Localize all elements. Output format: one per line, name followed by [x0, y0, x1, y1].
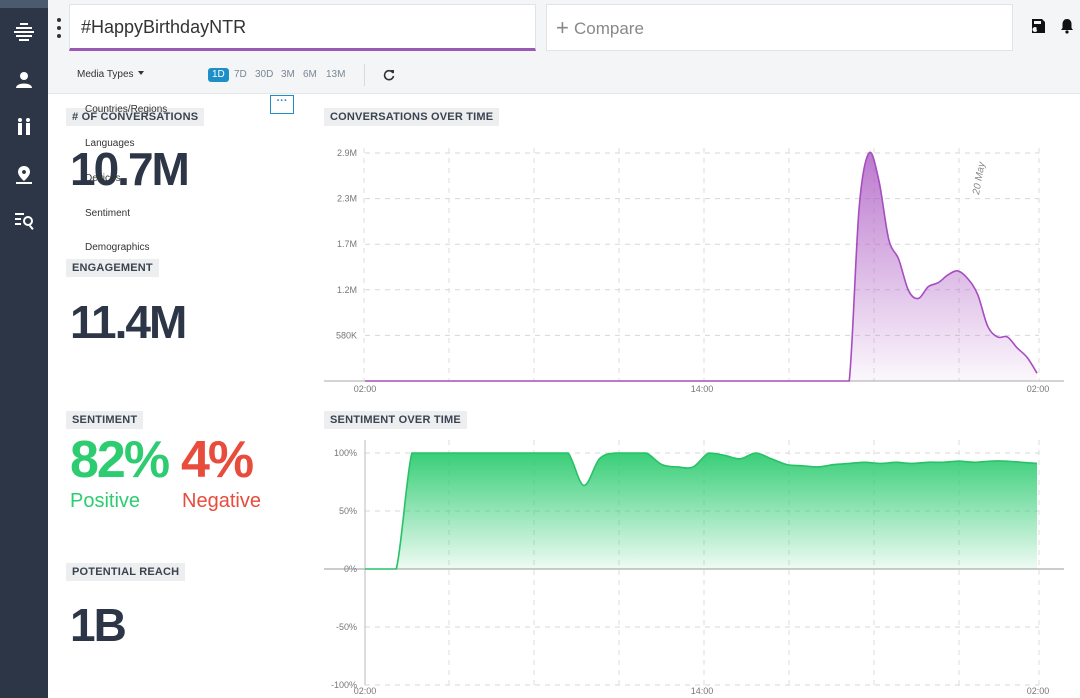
dropdown-item-countries[interactable]: Countries/Regions	[85, 104, 168, 115]
y-tick-label: 2.3M	[337, 194, 357, 204]
more-button[interactable]: ···	[270, 95, 294, 114]
conversations-chart-title: CONVERSATIONS OVER TIME	[324, 108, 500, 126]
range-6m[interactable]: 6M	[303, 69, 317, 80]
filter-bar	[48, 58, 1080, 94]
negative-label: Negative	[182, 490, 261, 512]
range-30d[interactable]: 30D	[255, 69, 274, 80]
conversations-area	[365, 152, 1037, 381]
dropdown-item-languages[interactable]: Languages	[85, 138, 135, 149]
sentiment-area	[365, 453, 1037, 569]
x-tick-label: 02:00	[1027, 384, 1050, 394]
dropdown-item-demographics[interactable]: Demographics	[85, 242, 150, 253]
bell-icon[interactable]	[1059, 18, 1077, 36]
y-tick-label: 100%	[334, 448, 357, 458]
y-tick-label: -100%	[331, 680, 357, 690]
date-annotation: 20 May	[971, 160, 988, 196]
x-tick-label: 02:00	[354, 686, 377, 696]
filter-divider	[364, 64, 365, 86]
y-tick-label: -50%	[336, 622, 357, 632]
positive-label: Positive	[70, 490, 141, 512]
conversations-tag: # OF CONVERSATIONS	[66, 108, 205, 126]
range-13m[interactable]: 13M	[326, 69, 346, 80]
main-panel	[48, 94, 1080, 698]
dropdown-item-sentiment[interactable]: Sentiment	[85, 208, 131, 219]
range-1d[interactable]: 1D	[208, 68, 229, 82]
refresh-icon[interactable]	[383, 69, 395, 81]
sentiment-line	[364, 452, 1038, 570]
media-types-label: Media Types	[77, 69, 134, 80]
media-types-dropdown[interactable]: Media Types	[77, 69, 144, 80]
save-icon[interactable]	[1030, 18, 1048, 36]
sentiment-tag: SENTIMENT	[66, 411, 144, 429]
x-tick-label: 14:00	[691, 384, 714, 394]
x-tick-label: 02:00	[1027, 686, 1050, 696]
search-query: #HappyBirthdayNTR	[81, 17, 247, 37]
range-3m[interactable]: 3M	[281, 69, 295, 80]
plus-icon: +	[556, 15, 569, 40]
compare-label: Compare	[574, 19, 644, 38]
x-tick-label: 14:00	[691, 686, 714, 696]
y-tick-label: 2.9M	[337, 148, 357, 158]
engagement-value: 11.4M	[70, 296, 187, 348]
sidebar	[0, 0, 48, 698]
sentiment-chart-title: SENTIMENT OVER TIME	[324, 411, 467, 429]
kebab-menu-icon[interactable]	[56, 18, 62, 38]
caret-down-icon	[137, 71, 144, 75]
location-icon[interactable]	[10, 161, 38, 189]
y-tick-label: 1.7M	[337, 239, 357, 249]
logo-icon[interactable]	[10, 19, 38, 47]
potential-reach-tag: POTENTIAL REACH	[66, 563, 186, 581]
potential-reach-value: 1B	[70, 599, 127, 651]
people-icon[interactable]	[10, 113, 38, 141]
search-list-icon[interactable]	[10, 207, 38, 235]
x-tick-label: 02:00	[354, 384, 377, 394]
users-icon[interactable]	[10, 66, 38, 94]
range-7d[interactable]: 7D	[234, 69, 247, 80]
y-tick-label: 1.2M	[337, 285, 357, 295]
engagement-tag: ENGAGEMENT	[66, 259, 159, 277]
dropdown-item-devices[interactable]: Devices	[85, 173, 121, 184]
positive-value: 82%	[70, 431, 170, 489]
compare-input[interactable]: + Compare	[546, 4, 1013, 51]
y-tick-label: 50%	[339, 506, 357, 516]
negative-value: 4%	[181, 431, 254, 489]
y-tick-label: 580K	[336, 330, 357, 340]
sentiment-chart: 100%50%0%-50%-100%02:00 14:00 02:00	[324, 440, 1064, 696]
search-input[interactable]: #HappyBirthdayNTR	[69, 4, 536, 51]
conversations-chart: 580K 1.2M 1.7M 2.3M 2.9M 02:00 14:00 02:00 20 Ma…	[324, 148, 1064, 394]
conversations-value: 10.7M	[70, 143, 190, 195]
conversations-line	[365, 151, 1038, 382]
sidebar-accent	[0, 0, 48, 8]
